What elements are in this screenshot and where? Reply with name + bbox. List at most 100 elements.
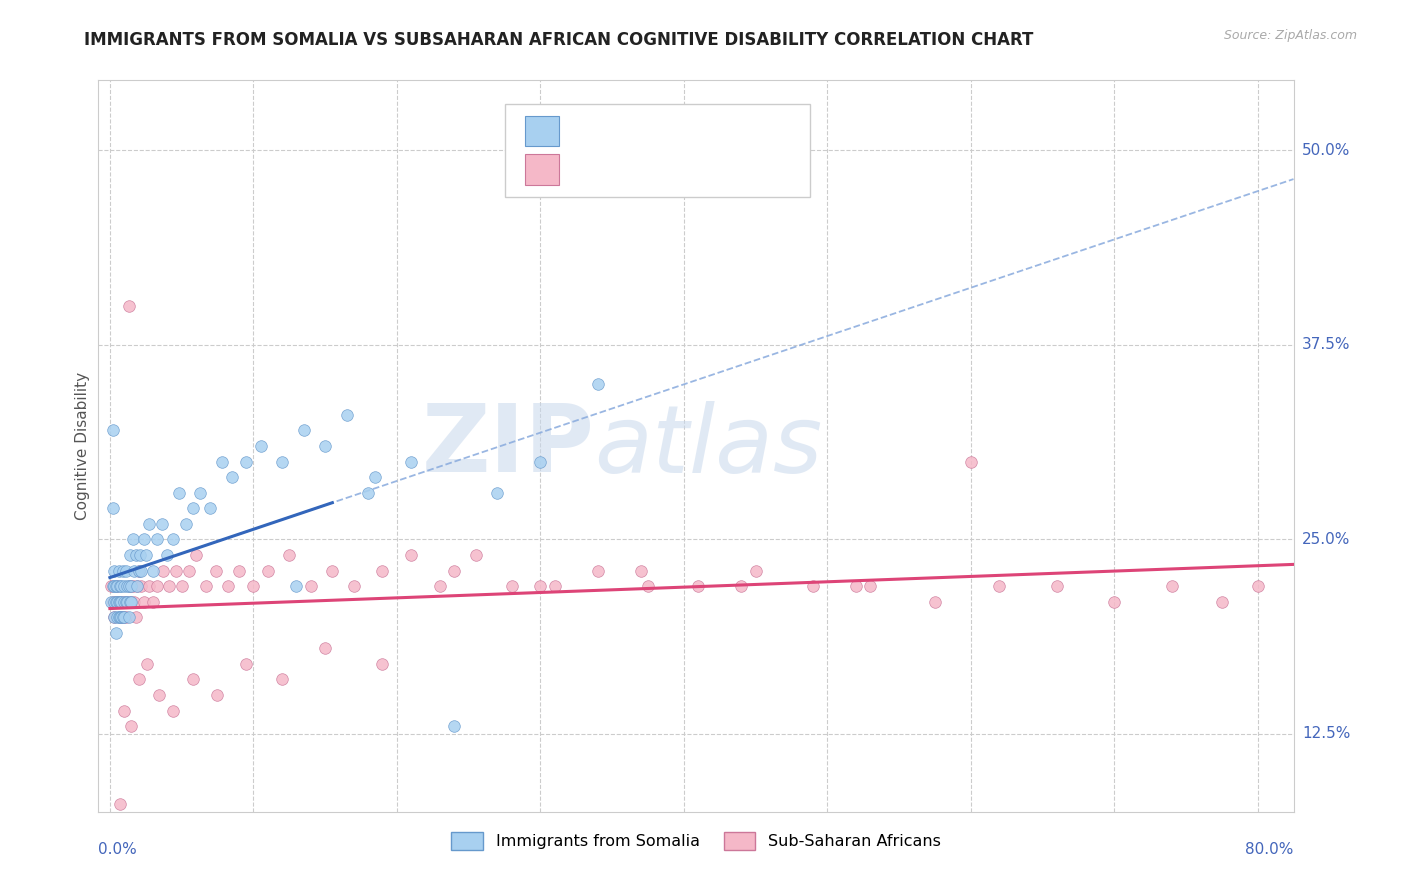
FancyBboxPatch shape — [505, 103, 810, 197]
Point — [136, 657, 159, 671]
Point — [242, 579, 264, 593]
Point — [271, 673, 294, 687]
Point — [399, 454, 422, 468]
Point — [118, 548, 141, 562]
Point — [112, 594, 135, 608]
Point — [103, 610, 125, 624]
Point — [146, 533, 169, 547]
Point — [111, 610, 134, 624]
Point — [101, 501, 124, 516]
Text: 37.5%: 37.5% — [1302, 337, 1350, 352]
Point — [443, 564, 465, 578]
Point — [128, 673, 150, 687]
Point — [529, 454, 551, 468]
Text: N = 74: N = 74 — [696, 121, 754, 140]
Point — [211, 454, 233, 468]
Point — [1211, 594, 1233, 608]
Point — [443, 719, 465, 733]
Point — [371, 657, 394, 671]
Point — [114, 610, 136, 624]
Point — [148, 688, 170, 702]
Point — [112, 610, 135, 624]
Point — [103, 610, 125, 624]
Point — [744, 564, 766, 578]
Point — [128, 564, 150, 578]
Point — [217, 579, 239, 593]
Point — [124, 594, 146, 608]
Point — [100, 594, 122, 608]
Point — [205, 564, 228, 578]
Point — [256, 564, 278, 578]
Point — [134, 533, 156, 547]
Point — [543, 579, 565, 593]
Point — [111, 564, 134, 578]
Point — [184, 548, 207, 562]
Point — [845, 579, 868, 593]
Point — [107, 594, 129, 608]
Point — [221, 470, 243, 484]
Point — [104, 594, 127, 608]
Point — [129, 548, 152, 562]
Point — [114, 564, 136, 578]
Point — [637, 579, 659, 593]
Text: R = 0.038: R = 0.038 — [568, 161, 651, 178]
Legend: Immigrants from Somalia, Sub-Saharan Africans: Immigrants from Somalia, Sub-Saharan Afr… — [444, 825, 948, 856]
Point — [120, 719, 142, 733]
Point — [121, 579, 143, 593]
Point — [249, 439, 271, 453]
Point — [529, 579, 551, 593]
Point — [105, 610, 128, 624]
Point — [924, 594, 946, 608]
Point — [464, 548, 486, 562]
Point — [107, 594, 129, 608]
Text: ZIP: ZIP — [422, 400, 595, 492]
Point — [156, 548, 179, 562]
Point — [801, 579, 824, 593]
Point — [107, 564, 129, 578]
Point — [104, 625, 127, 640]
Text: R = 0.325: R = 0.325 — [568, 121, 651, 140]
Point — [120, 594, 142, 608]
Point — [207, 688, 229, 702]
Point — [101, 594, 124, 608]
Point — [103, 564, 125, 578]
Point — [200, 501, 222, 516]
Point — [364, 470, 387, 484]
Point — [988, 579, 1011, 593]
Point — [142, 594, 165, 608]
Point — [343, 579, 366, 593]
Point — [162, 533, 184, 547]
Point — [235, 657, 257, 671]
Point — [730, 579, 752, 593]
Point — [120, 594, 142, 608]
Point — [105, 579, 128, 593]
Point — [1160, 579, 1182, 593]
Point — [127, 579, 149, 593]
Point — [1246, 579, 1268, 593]
Point — [177, 564, 200, 578]
Point — [501, 579, 523, 593]
Point — [181, 673, 204, 687]
Point — [131, 579, 153, 593]
Point — [111, 610, 134, 624]
Point — [108, 594, 131, 608]
Point — [321, 564, 343, 578]
Text: 25.0%: 25.0% — [1302, 532, 1350, 547]
Text: 80.0%: 80.0% — [1246, 842, 1294, 857]
FancyBboxPatch shape — [524, 116, 558, 145]
Point — [128, 564, 150, 578]
Point — [586, 376, 609, 391]
Point — [107, 610, 129, 624]
Point — [134, 594, 156, 608]
Point — [127, 579, 149, 593]
Point — [357, 485, 380, 500]
Point — [115, 579, 138, 593]
Point — [131, 564, 153, 578]
Point — [162, 704, 184, 718]
Point — [104, 579, 127, 593]
Point — [125, 548, 148, 562]
Point — [105, 579, 128, 593]
Point — [117, 579, 139, 593]
Point — [181, 501, 204, 516]
Point — [371, 564, 394, 578]
